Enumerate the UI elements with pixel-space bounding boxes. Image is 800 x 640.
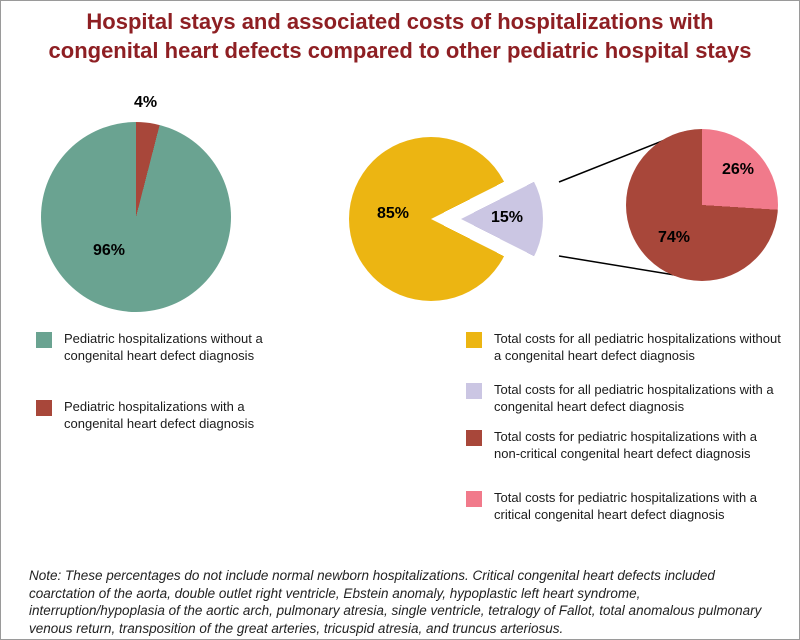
legend-label: Total costs for all pediatric hospitaliz… (494, 331, 781, 363)
legend-swatch-pink (466, 491, 482, 507)
legend-item-costs-without-chd: Total costs for all pediatric hospitaliz… (466, 331, 786, 364)
legend-label: Pediatric hospitalizations with a congen… (64, 399, 255, 431)
legend-swatch-yellow (466, 332, 482, 348)
chart-title-line2: congenital heart defects compared to oth… (48, 38, 752, 64)
legend-swatch-brick (36, 400, 52, 416)
chart-title-line1: Hospital stays and associated costs of h… (86, 9, 714, 34)
breakdown-pie-label-26: 26% (722, 161, 755, 178)
legend-item-costs-with-chd: Total costs for all pediatric hospitaliz… (466, 382, 786, 415)
stays-pie-label-96: 96% (93, 242, 126, 259)
legend-item-stays-without-chd: Pediatric hospitalizations without a con… (36, 331, 286, 364)
costs-pie-label-85: 85% (377, 205, 410, 222)
legend-label: Total costs for all pediatric hospitaliz… (494, 382, 774, 414)
legend-label: Total costs for pediatric hospitalizatio… (494, 429, 758, 461)
breakdown-pie-wrap: 26% 74% (626, 129, 778, 281)
costs-pie-exploded (379, 137, 543, 301)
stays-pie-label-4: 4% (134, 94, 158, 111)
stays-pie-wrap: 4% 96% (41, 94, 231, 312)
chart-title: Hospital stays and associated costs of h… (1, 7, 799, 65)
legend-item-costs-critical-chd: Total costs for pediatric hospitalizatio… (466, 490, 786, 523)
legend-label: Pediatric hospitalizations without a con… (64, 331, 263, 363)
legend-item-stays-with-chd: Pediatric hospitalizations with a congen… (36, 399, 286, 432)
legend-label: Total costs for pediatric hospitalizatio… (494, 490, 758, 522)
costs-pie-label-15: 15% (491, 209, 524, 226)
footnote: Note: These percentages do not include n… (29, 568, 762, 636)
legend-swatch-teal (36, 332, 52, 348)
legend-swatch-lavender (466, 383, 482, 399)
costs-pie-wrap: 85% 15% (349, 137, 543, 301)
breakdown-pie-label-74: 74% (658, 229, 691, 246)
legend-item-costs-noncritical-chd: Total costs for pediatric hospitalizatio… (466, 429, 786, 462)
breakdown-pie (626, 129, 778, 281)
stays-pie (41, 122, 231, 312)
legend-swatch-brick2 (466, 430, 482, 446)
